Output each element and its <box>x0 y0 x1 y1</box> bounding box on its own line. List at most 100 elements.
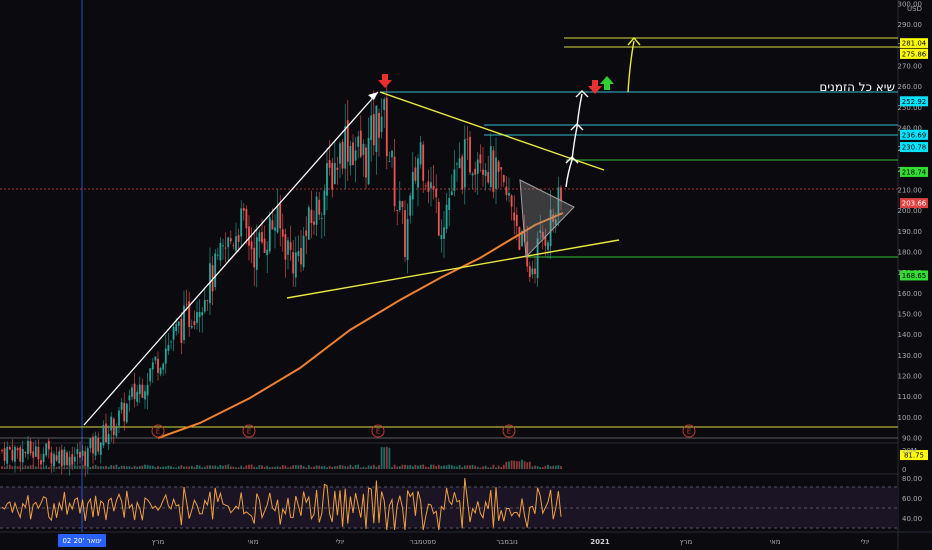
volume-bar <box>502 464 505 469</box>
candle-body <box>534 268 536 274</box>
volume-bar <box>198 465 201 469</box>
volume-bar <box>201 467 204 469</box>
earnings-circle[interactable] <box>151 424 165 438</box>
candle-body <box>222 245 224 247</box>
candle-body <box>401 201 404 208</box>
candle-body <box>482 169 484 175</box>
candle-body <box>164 348 167 364</box>
volume-bar <box>58 466 61 469</box>
candle-body <box>66 452 68 465</box>
candle-body <box>531 268 534 275</box>
volume-bar <box>554 465 557 469</box>
volume-bar <box>131 467 133 469</box>
volume-bar <box>531 466 534 469</box>
candle-body <box>419 142 422 165</box>
volume-bar <box>214 465 217 469</box>
earnings-circle[interactable] <box>502 424 516 438</box>
earnings-circle[interactable] <box>242 424 256 438</box>
candle-body <box>328 160 331 168</box>
candlestick-series <box>1 85 562 477</box>
candle-body <box>492 150 495 193</box>
volume-bar <box>159 467 162 469</box>
volume-bar <box>450 465 453 469</box>
price-tick: 180.00 <box>898 249 923 257</box>
volume-bar <box>422 464 425 469</box>
volume-bar <box>388 447 391 469</box>
candle-body <box>323 190 326 216</box>
volume-bar <box>47 466 50 469</box>
candle-body <box>68 456 71 466</box>
volume-bar <box>305 467 308 469</box>
candle-body <box>188 301 191 328</box>
candle-body <box>448 197 451 210</box>
volume-bar <box>557 465 560 469</box>
volume-bar <box>339 465 341 469</box>
candle-body <box>500 167 503 170</box>
earnings-label: E <box>247 428 251 436</box>
candle-body <box>19 447 22 462</box>
volume-bar <box>552 465 555 469</box>
candle-body <box>411 171 414 200</box>
volume-bar <box>73 466 76 469</box>
volume-bar <box>469 465 471 469</box>
volume-bar <box>128 466 131 469</box>
candle-body <box>398 200 401 211</box>
volume-bar <box>40 467 42 469</box>
candle-body <box>40 460 42 465</box>
volume-bar <box>378 465 380 469</box>
candle-body <box>253 247 256 268</box>
volume-bar <box>68 465 71 469</box>
price-tag-label: 203.66 <box>902 200 927 208</box>
price-axis[interactable]: USD 300.00290.00280.00270.00260.00250.00… <box>898 1 929 524</box>
arrow-yellow-head <box>627 36 641 46</box>
candle-body <box>206 300 209 302</box>
volume-bar <box>76 465 79 469</box>
volume-bar <box>242 467 245 469</box>
candle-body <box>250 241 253 250</box>
volume-bar <box>528 461 531 469</box>
volume-bar <box>385 446 388 469</box>
volume-bar <box>349 464 352 469</box>
signal-arrows <box>378 74 614 94</box>
cursor-date-label: 02 ינואר '20 <box>62 537 102 545</box>
volume-bar <box>461 467 464 469</box>
volume-bar <box>112 465 115 469</box>
time-axis[interactable]: 02 ינואר '20 מרץ מאי יולי ספטמבר נובמבר … <box>58 534 870 547</box>
volume-bar <box>463 465 466 469</box>
volume-bar <box>190 465 193 469</box>
candle-body <box>24 451 27 453</box>
arrow-yellow <box>627 40 635 93</box>
candle-body <box>274 227 276 231</box>
candle-body <box>190 325 193 328</box>
candle-body <box>469 136 471 173</box>
volume-bar <box>271 466 274 469</box>
candle-body <box>149 368 152 382</box>
volume-bar <box>341 465 344 469</box>
candle-body <box>79 451 81 458</box>
volume-bar <box>523 461 526 469</box>
earnings-circle[interactable] <box>371 424 385 438</box>
earnings-label: E <box>376 428 380 436</box>
candle-body <box>261 232 263 243</box>
candle-body <box>341 141 344 169</box>
earnings-circle[interactable] <box>682 424 696 438</box>
volume-bar <box>328 465 331 469</box>
volume-bar <box>292 465 295 469</box>
volume-bar <box>120 465 123 469</box>
candle-body <box>505 186 508 196</box>
candle-body <box>354 150 357 161</box>
candle-body <box>172 326 175 340</box>
candle-body <box>157 358 159 373</box>
candle-body <box>502 175 505 183</box>
candle-body <box>60 449 63 467</box>
time-label-jul: יולי <box>335 538 344 546</box>
volume-bar <box>443 465 445 469</box>
uptrend-arrowhead <box>368 92 378 100</box>
price-tick: 130.00 <box>898 352 923 360</box>
price-tick: 240.00 <box>898 125 923 133</box>
price-tag-label: 81.75 <box>904 452 924 460</box>
candle-body <box>219 243 222 261</box>
volume-bar <box>445 465 448 469</box>
candle-body <box>128 395 131 401</box>
